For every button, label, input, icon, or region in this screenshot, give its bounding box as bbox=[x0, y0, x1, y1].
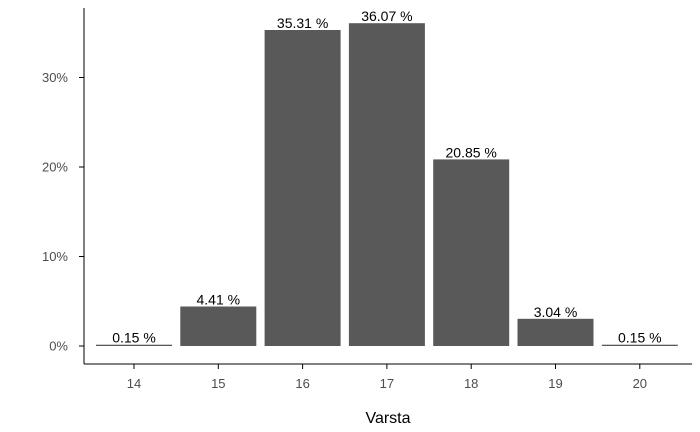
bars-group bbox=[96, 23, 678, 346]
data-label-15: 4.41 % bbox=[197, 292, 241, 308]
x-axis-title: Varsta bbox=[365, 410, 410, 427]
data-label-18: 20.85 % bbox=[446, 144, 497, 160]
data-label-19: 3.04 % bbox=[534, 304, 578, 320]
x-tick-label-19: 19 bbox=[548, 376, 562, 391]
x-axis-ticks: 14 15 16 17 18 19 20 bbox=[127, 364, 647, 391]
bar-18 bbox=[433, 159, 510, 346]
bar-17 bbox=[348, 23, 425, 346]
data-labels-group: 0.15 % 4.41 % 35.31 % 36.07 % 20.85 % 3.04 % 0… bbox=[112, 8, 661, 346]
x-tick-label-15: 15 bbox=[211, 376, 225, 391]
bar-16 bbox=[264, 30, 341, 346]
data-label-20: 0.15 % bbox=[618, 330, 662, 346]
y-tick-label-0: 0% bbox=[49, 339, 68, 354]
y-tick-label-10: 10% bbox=[42, 249, 68, 264]
data-label-17: 36.07 % bbox=[361, 8, 412, 24]
x-tick-label-18: 18 bbox=[464, 376, 478, 391]
bar-19 bbox=[517, 318, 594, 346]
data-label-14: 0.15 % bbox=[112, 330, 156, 346]
x-tick-label-20: 20 bbox=[633, 376, 647, 391]
y-tick-label-20: 20% bbox=[42, 160, 68, 175]
data-label-16: 35.31 % bbox=[277, 15, 328, 31]
x-tick-label-17: 17 bbox=[380, 376, 394, 391]
x-tick-label-14: 14 bbox=[127, 376, 141, 391]
bar-15 bbox=[180, 306, 257, 346]
bar-20 bbox=[601, 344, 678, 346]
bar-14 bbox=[96, 344, 172, 346]
y-axis-ticks: 0% 10% 20% 30% bbox=[42, 70, 84, 354]
x-tick-label-16: 16 bbox=[295, 376, 309, 391]
y-tick-label-30: 30% bbox=[42, 70, 68, 85]
